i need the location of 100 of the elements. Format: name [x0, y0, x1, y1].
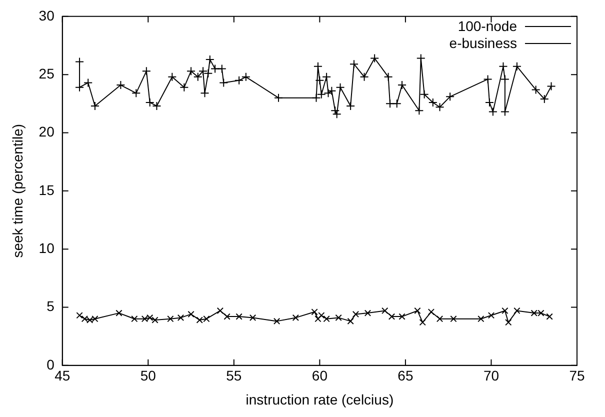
- x-tick-label: 60: [312, 368, 328, 384]
- legend-label: e-business: [449, 35, 517, 52]
- point: [274, 93, 284, 102]
- point: [498, 62, 508, 71]
- point: [322, 72, 332, 82]
- point: [446, 92, 455, 102]
- y-tick-label: 10: [38, 240, 55, 256]
- point: [210, 64, 220, 74]
- point: [313, 62, 322, 71]
- point: [76, 312, 83, 319]
- point: [384, 72, 393, 82]
- x-tick-label: 65: [398, 368, 414, 384]
- point: [311, 308, 318, 316]
- point: [236, 313, 242, 320]
- point: [346, 101, 356, 110]
- point: [478, 316, 484, 322]
- point: [500, 107, 510, 116]
- point: [315, 76, 324, 85]
- point: [92, 316, 98, 322]
- point: [152, 316, 158, 324]
- y-tick-label: 20: [38, 124, 55, 140]
- point: [382, 307, 388, 314]
- point: [370, 54, 380, 63]
- point: [500, 74, 510, 84]
- point: [292, 314, 299, 322]
- point: [512, 62, 522, 71]
- point: [75, 57, 84, 66]
- point: [398, 313, 406, 320]
- point: [364, 310, 372, 316]
- point: [386, 99, 395, 108]
- point: [193, 72, 202, 82]
- y-tick-label: 25: [38, 65, 55, 82]
- point: [349, 60, 358, 69]
- point: [505, 319, 512, 326]
- point: [330, 106, 340, 116]
- point: [217, 64, 226, 74]
- point: [419, 319, 426, 326]
- point: [177, 314, 184, 322]
- point: [414, 106, 424, 116]
- point: [414, 307, 421, 314]
- point: [131, 316, 138, 322]
- point: [312, 93, 321, 102]
- point: [327, 86, 336, 96]
- point: [416, 54, 426, 63]
- point: [205, 54, 214, 64]
- point: [273, 318, 280, 325]
- point: [146, 314, 154, 322]
- point: [323, 316, 330, 322]
- point: [392, 99, 402, 108]
- point: [352, 310, 360, 318]
- x-tick-label: 55: [226, 368, 242, 384]
- point: [84, 78, 93, 88]
- point: [188, 310, 194, 318]
- point: [316, 90, 326, 99]
- point: [219, 78, 228, 88]
- point: [488, 107, 498, 116]
- point: [318, 312, 325, 319]
- point: [167, 316, 174, 322]
- x-axis-title: instruction rate (celcius): [246, 391, 394, 408]
- point: [436, 316, 444, 322]
- y-tick-label: 0: [46, 356, 55, 372]
- x-tick-label: 75: [569, 368, 585, 384]
- point: [360, 72, 369, 82]
- point: [531, 85, 540, 94]
- point: [514, 307, 520, 314]
- x-tick-label: 45: [54, 368, 70, 384]
- x-tick-label: 50: [140, 368, 156, 384]
- point: [483, 74, 492, 84]
- point: [75, 82, 84, 92]
- point: [249, 314, 256, 322]
- point: [398, 80, 407, 90]
- point: [336, 82, 345, 92]
- point: [90, 101, 100, 110]
- point: [502, 307, 508, 314]
- point: [216, 307, 224, 314]
- point: [530, 310, 538, 316]
- point: [388, 313, 396, 320]
- point: [335, 314, 342, 322]
- point: [116, 80, 126, 90]
- point: [142, 66, 151, 76]
- point: [168, 72, 177, 82]
- y-axis-title: seek time (percentile): [9, 124, 26, 258]
- point: [203, 316, 210, 322]
- point: [546, 313, 553, 320]
- point: [86, 316, 94, 324]
- point: [540, 94, 549, 104]
- point: [141, 316, 148, 322]
- y-tick-label: 30: [38, 7, 55, 24]
- point: [488, 312, 495, 319]
- x-tick-label: 70: [483, 368, 500, 384]
- point: [420, 90, 429, 99]
- point: [428, 308, 435, 316]
- point: [538, 310, 544, 316]
- point: [224, 313, 230, 320]
- point: [132, 88, 141, 98]
- legend-label: 100-node: [458, 18, 517, 36]
- point: [450, 316, 457, 322]
- point: [332, 110, 342, 119]
- point: [186, 66, 196, 76]
- y-tick-label: 15: [38, 182, 55, 198]
